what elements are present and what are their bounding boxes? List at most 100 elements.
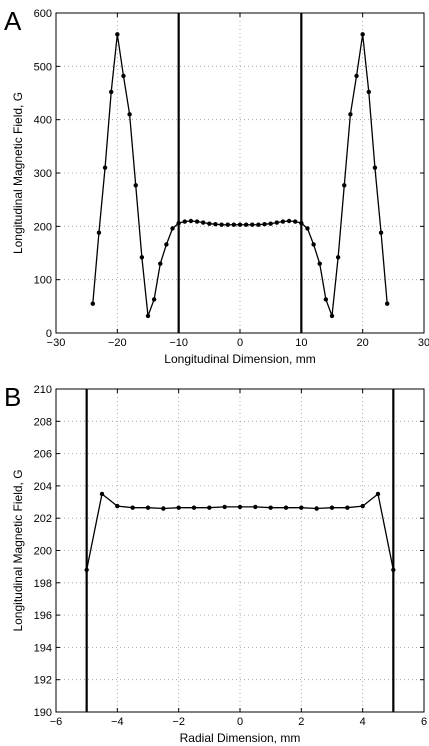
data-point xyxy=(345,505,350,510)
data-point xyxy=(207,505,212,510)
data-point xyxy=(231,222,237,227)
data-point xyxy=(286,218,292,224)
data-point xyxy=(354,73,359,79)
x-tick-label: −10 xyxy=(169,337,188,349)
data-point xyxy=(201,220,206,225)
data-point xyxy=(317,261,322,266)
y-tick-label: 196 xyxy=(34,610,52,622)
y-tick-label: 194 xyxy=(34,642,52,654)
data-point xyxy=(151,297,157,302)
data-point xyxy=(115,503,120,509)
y-tick-label: 190 xyxy=(34,707,52,719)
x-tick-label: −6 xyxy=(50,716,63,728)
y-axis-label: Longitudinal Magnetic Field, G xyxy=(11,469,25,631)
x-tick-label: −2 xyxy=(172,716,185,728)
data-point xyxy=(323,297,329,302)
data-point xyxy=(237,222,243,227)
data-point xyxy=(268,221,273,226)
y-tick-label: 400 xyxy=(34,115,52,127)
data-point xyxy=(342,183,347,188)
x-axis-label: Radial Dimension, mm xyxy=(180,731,301,745)
data-point xyxy=(176,505,181,510)
data-point xyxy=(130,505,135,510)
x-tick-label: 4 xyxy=(360,716,366,728)
y-tick-label: 204 xyxy=(34,481,52,493)
data-point xyxy=(274,220,279,225)
data-point xyxy=(391,567,396,573)
data-point xyxy=(283,505,289,510)
y-tick-label: 100 xyxy=(34,275,52,287)
data-point xyxy=(237,504,243,510)
data-point xyxy=(164,242,169,247)
y-tick-label: 200 xyxy=(34,221,52,233)
data-point xyxy=(84,567,89,573)
data-point xyxy=(145,313,151,319)
data-point xyxy=(253,504,258,510)
panel-b: B −6 −4 −2 0 2 4 6 190 192 194 196 198 200 202 204 206 20… xyxy=(4,382,427,745)
y-tick-label: 192 xyxy=(34,675,52,687)
data-point xyxy=(378,230,384,235)
data-point xyxy=(182,219,187,224)
panel-letter: B xyxy=(4,382,21,412)
data-point xyxy=(311,242,316,247)
data-point xyxy=(360,32,365,37)
data-point xyxy=(225,222,230,227)
data-point xyxy=(158,261,163,266)
panel-letter: A xyxy=(4,6,22,36)
y-tick-label: 202 xyxy=(34,513,52,525)
data-point xyxy=(385,301,390,306)
data-point xyxy=(268,505,273,510)
data-point xyxy=(222,504,227,510)
y-tick-label: 210 xyxy=(34,384,52,396)
x-tick-label: 0 xyxy=(237,337,243,349)
x-tick-label: 30 xyxy=(418,337,429,349)
data-point xyxy=(170,226,175,231)
data-point xyxy=(314,506,319,511)
data-point xyxy=(375,491,381,497)
y-tick-label: 0 xyxy=(46,328,52,340)
x-tick-label: 20 xyxy=(357,337,369,349)
data-point xyxy=(299,220,304,226)
data-point xyxy=(127,112,132,117)
data-point xyxy=(99,491,105,497)
x-tick-label: −20 xyxy=(108,337,127,349)
data-point xyxy=(305,226,310,231)
x-tick-label: −4 xyxy=(111,716,124,728)
x-tick-label: −30 xyxy=(47,337,66,349)
data-point xyxy=(280,219,286,224)
data-point xyxy=(96,230,102,235)
x-axis-label: Longitudinal Dimension, mm xyxy=(164,352,315,366)
x-tick-label: 10 xyxy=(295,337,307,349)
data-point xyxy=(176,220,181,226)
data-point xyxy=(121,73,126,79)
y-tick-label: 208 xyxy=(34,416,52,428)
data-point xyxy=(139,255,145,260)
x-tick-label: 6 xyxy=(421,716,427,728)
data-point xyxy=(213,222,218,227)
y-tick-label: 600 xyxy=(34,8,52,20)
data-point xyxy=(207,221,212,226)
data-point xyxy=(335,255,341,260)
data-point xyxy=(329,505,335,510)
y-tick-label: 300 xyxy=(34,168,52,180)
data-point xyxy=(360,503,365,509)
data-point xyxy=(219,222,224,227)
data-point xyxy=(109,89,114,95)
x-tick-label: 2 xyxy=(298,716,304,728)
data-point xyxy=(161,506,166,511)
data-point xyxy=(191,505,197,510)
y-tick-label: 200 xyxy=(34,546,52,558)
data-point xyxy=(348,112,353,117)
data-point xyxy=(133,183,138,188)
y-tick-label: 500 xyxy=(34,61,52,73)
y-tick-label: 198 xyxy=(34,578,52,590)
data-point xyxy=(250,222,255,227)
data-point xyxy=(293,219,298,224)
y-tick-label: 206 xyxy=(34,449,52,461)
data-point xyxy=(188,218,194,224)
data-point xyxy=(256,222,261,227)
data-point xyxy=(262,222,267,227)
data-point xyxy=(145,505,151,510)
data-point xyxy=(243,222,249,227)
